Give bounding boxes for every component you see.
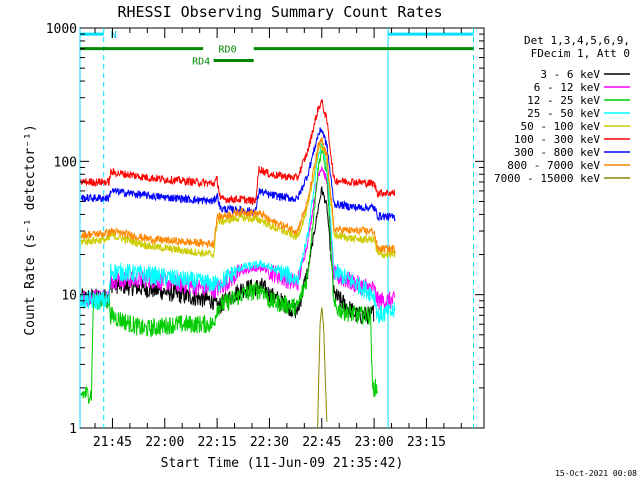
x-tick-label: 22:00 bbox=[145, 435, 184, 450]
series-line bbox=[317, 307, 328, 429]
x-tick-label: 23:00 bbox=[355, 435, 394, 450]
legend-entry-label: 3 - 6 keV bbox=[540, 68, 600, 81]
annotation-markers: N RD0 RD4 bbox=[79, 28, 475, 428]
series-line bbox=[80, 142, 396, 324]
y-tick-label: 1 bbox=[69, 422, 77, 437]
series-line bbox=[80, 137, 396, 254]
legend-entry-label: 100 - 300 keV bbox=[514, 133, 600, 146]
legend-header-line: Det 1,3,4,5,6,9, bbox=[524, 34, 630, 47]
legend-entry-label: 800 - 7000 keV bbox=[507, 159, 600, 172]
legend-entry-label: 12 - 25 keV bbox=[527, 94, 600, 107]
legend-entry-label: 50 - 100 keV bbox=[521, 120, 601, 133]
y-tick-label: 1000 bbox=[46, 22, 77, 37]
series-layer bbox=[80, 98, 396, 429]
legend-header: Det 1,3,4,5,6,9,FDecim 1, Att 0 bbox=[524, 34, 630, 60]
x-axis-label: Start Time (11-Jun-09 21:35:42) bbox=[161, 456, 404, 471]
legend-entry-label: 6 - 12 keV bbox=[534, 81, 601, 94]
series-line bbox=[80, 98, 396, 205]
rd0-label: RD0 bbox=[219, 45, 237, 56]
legend-entry-label: 25 - 50 keV bbox=[527, 107, 600, 120]
x-tick-label: 22:15 bbox=[198, 435, 237, 450]
y-tick-label: 10 bbox=[61, 289, 77, 304]
series-line bbox=[80, 150, 378, 404]
x-tick-label: 23:15 bbox=[407, 435, 446, 450]
legend-entry-label: 7000 - 15000 keV bbox=[494, 172, 600, 185]
x-tick-label: 21:45 bbox=[93, 435, 132, 450]
chart-title: RHESSI Observing Summary Count Rates bbox=[117, 3, 442, 21]
rd4-label: RD4 bbox=[192, 57, 210, 68]
legend-entry-label: 300 - 800 keV bbox=[514, 146, 600, 159]
x-tick-label: 22:30 bbox=[250, 435, 289, 450]
night-label: N bbox=[111, 30, 117, 41]
legend-header-line: FDecim 1, Att 0 bbox=[531, 47, 630, 60]
timestamp: 15-Oct-2021 00:08 bbox=[555, 469, 637, 478]
y-tick-label: 100 bbox=[54, 155, 77, 170]
axes: 1 10 100 1000 21:45 22:00 22:15 22:30 22:45 23:00… bbox=[46, 22, 484, 450]
x-tick-label: 22:45 bbox=[302, 435, 341, 450]
y-axis-label: Count Rate (s⁻¹ detector⁻¹) bbox=[23, 124, 38, 335]
